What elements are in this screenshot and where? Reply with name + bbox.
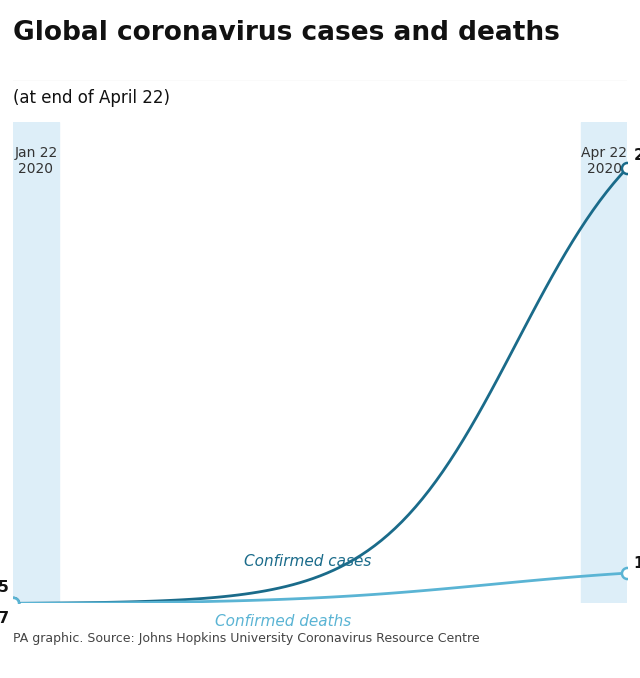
Text: PA graphic. Source: Johns Hopkins University Coronavirus Resource Centre: PA graphic. Source: Johns Hopkins Univer… — [13, 632, 479, 645]
Text: Confirmed deaths: Confirmed deaths — [215, 614, 351, 629]
Bar — [581, 122, 627, 603]
Text: 2,623,231: 2,623,231 — [634, 148, 640, 163]
Text: Apr 22
2020: Apr 22 2020 — [581, 146, 627, 176]
Text: Global coronavirus cases and deaths: Global coronavirus cases and deaths — [13, 20, 559, 46]
Text: 555: 555 — [0, 580, 10, 595]
Text: 182,740: 182,740 — [634, 556, 640, 571]
Text: 17: 17 — [0, 611, 10, 626]
Text: Jan 22
2020: Jan 22 2020 — [14, 146, 58, 176]
Bar — [13, 122, 59, 603]
Text: Confirmed cases: Confirmed cases — [244, 554, 371, 569]
Text: (at end of April 22): (at end of April 22) — [13, 89, 170, 107]
